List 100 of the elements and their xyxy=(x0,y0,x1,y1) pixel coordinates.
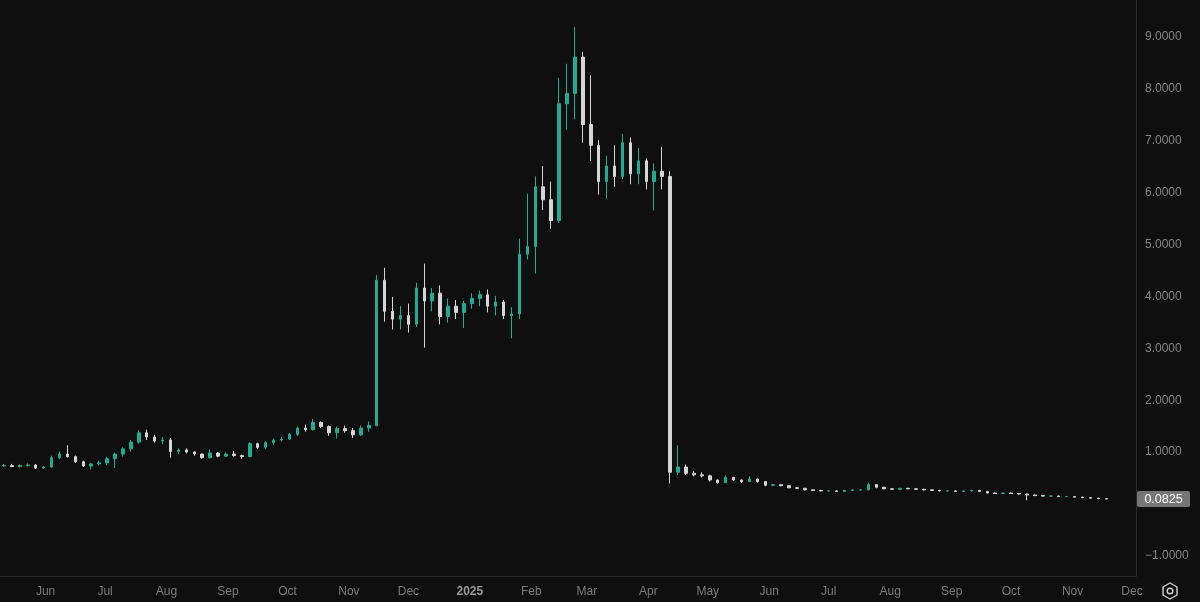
candlestick xyxy=(462,300,466,329)
candlestick xyxy=(74,455,77,464)
candlestick xyxy=(193,450,196,457)
candlestick xyxy=(494,295,497,316)
x-tick-label: Aug xyxy=(879,584,901,598)
candlestick xyxy=(446,297,450,324)
x-tick-label: Jul xyxy=(97,584,113,598)
candlestick xyxy=(835,489,838,493)
candlestick xyxy=(930,488,934,492)
candlestick xyxy=(993,491,997,495)
candlestick xyxy=(645,157,648,190)
candlestick xyxy=(732,476,735,482)
candlestick xyxy=(526,193,529,260)
candlestick xyxy=(692,470,696,477)
candlestick xyxy=(224,452,228,458)
candlestick xyxy=(423,263,426,349)
candlestick xyxy=(113,452,117,469)
candlestick xyxy=(129,439,133,452)
candlestick xyxy=(652,162,656,212)
candlestick xyxy=(1017,492,1021,496)
x-tick-label: Dec xyxy=(1121,584,1143,598)
candlestick xyxy=(1073,495,1076,499)
y-tick-label: 9.0000 xyxy=(1145,29,1183,44)
candlestick xyxy=(359,425,363,437)
candlestick xyxy=(962,489,965,493)
candlestick xyxy=(367,420,371,433)
candlestick xyxy=(1001,491,1005,495)
candlestick xyxy=(153,434,156,444)
x-tick-label: Apr xyxy=(638,584,658,598)
y-tick-label: 4.0000 xyxy=(1145,288,1183,303)
candlestick xyxy=(296,426,299,437)
candlestick xyxy=(819,489,823,492)
candlestick xyxy=(764,480,767,487)
candlestick xyxy=(875,483,878,489)
candlestick xyxy=(185,447,188,455)
candlestick xyxy=(843,489,846,493)
candlestick xyxy=(986,490,989,494)
candlestick xyxy=(272,437,275,446)
y-tick-label: 8.0000 xyxy=(1145,81,1183,96)
candlestick xyxy=(26,462,30,468)
candlestick xyxy=(771,483,775,487)
candlestick xyxy=(914,487,918,491)
candlestick xyxy=(803,487,807,491)
candlestick xyxy=(779,483,783,487)
candlestick xyxy=(208,448,212,460)
candlestick xyxy=(399,305,402,331)
candlestick xyxy=(304,423,307,433)
candlestick xyxy=(867,482,870,491)
candlestick xyxy=(708,474,712,483)
candlestick xyxy=(264,440,267,450)
candlestick xyxy=(169,437,172,459)
candlestick xyxy=(1089,496,1092,500)
y-tick-label: 5.0000 xyxy=(1145,236,1183,251)
candlestick xyxy=(1025,492,1029,501)
candlestick xyxy=(613,144,616,188)
x-tick-label: May xyxy=(696,584,720,598)
candlestick xyxy=(811,488,815,492)
candlestick xyxy=(756,477,759,484)
candlestick xyxy=(177,447,180,455)
candlestick xyxy=(684,463,688,476)
candlestick xyxy=(549,181,553,230)
candlestick xyxy=(970,489,973,492)
candlestick xyxy=(518,238,521,320)
candlestick xyxy=(319,420,323,429)
candlestick xyxy=(573,26,577,120)
candlestick xyxy=(581,51,585,144)
y-tick-label: 2.0000 xyxy=(1145,392,1183,407)
candlestick xyxy=(478,290,482,307)
x-tick-label: Dec xyxy=(397,584,420,598)
candlestick xyxy=(415,282,418,328)
candlestick xyxy=(890,487,894,491)
candlestick xyxy=(534,175,537,274)
candlestick xyxy=(589,74,593,162)
candlestick xyxy=(637,147,640,185)
candlestick xyxy=(1033,494,1037,497)
x-tick-label: Jun xyxy=(759,584,779,598)
candlestick xyxy=(335,426,339,439)
candlestick xyxy=(407,303,410,334)
candlestick xyxy=(200,453,204,460)
candlestick xyxy=(280,436,283,443)
candlestick xyxy=(1009,491,1013,495)
candlestick xyxy=(557,77,561,224)
candlestick xyxy=(89,462,93,471)
x-tick-label: Sep xyxy=(217,584,239,598)
x-tick-label: Oct xyxy=(278,584,298,598)
candlestick xyxy=(851,488,854,492)
candlestick xyxy=(34,463,37,470)
candlestick xyxy=(288,432,291,441)
candlestick xyxy=(660,146,664,190)
candlestick xyxy=(383,267,386,323)
candlestick xyxy=(486,289,489,313)
candlestick xyxy=(343,425,347,434)
candlestick xyxy=(510,306,513,339)
x-tick-label: Aug xyxy=(155,584,178,598)
x-tick-label: Oct xyxy=(1001,584,1022,598)
candlestick xyxy=(1057,495,1060,498)
candlestick xyxy=(10,463,14,468)
candlestick xyxy=(605,155,608,200)
x-tick-label: Nov xyxy=(1061,584,1084,598)
candlestick xyxy=(161,436,164,445)
